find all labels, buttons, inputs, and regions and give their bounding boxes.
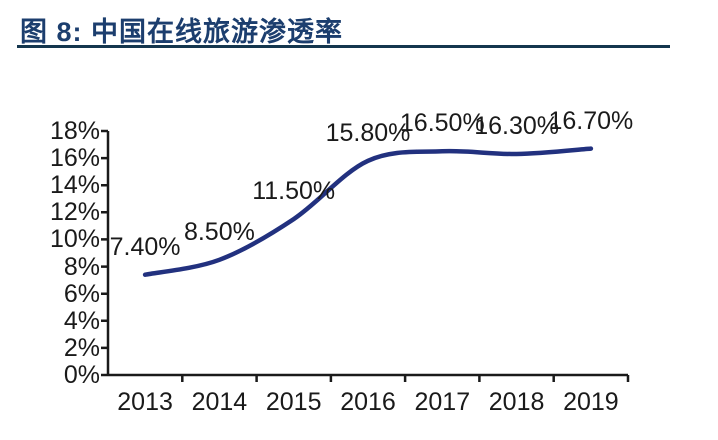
x-tick-label: 2017 — [414, 388, 471, 416]
axes-and-ticks — [101, 129, 630, 382]
data-point-label: 16.50% — [399, 109, 485, 138]
y-tick-label: 6% — [63, 279, 100, 308]
y-tick-label: 10% — [49, 225, 100, 254]
y-tick-label: 18% — [49, 117, 100, 145]
data-point-label: 16.30% — [474, 112, 559, 140]
x-tick-label: 2015 — [265, 388, 322, 416]
y-tick-label: 0% — [63, 361, 100, 389]
data-point-label: 8.50% — [183, 217, 255, 246]
y-tick-label: 2% — [63, 333, 100, 362]
x-tick-label: 2019 — [563, 388, 619, 416]
x-tick-label: 2016 — [340, 388, 396, 416]
y-tick-label: 14% — [49, 171, 100, 200]
title-underline — [17, 45, 670, 48]
y-tick-label: 16% — [49, 144, 100, 173]
x-tick-label: 2014 — [191, 388, 248, 416]
y-tick-label: 8% — [63, 252, 100, 281]
y-tick-label: 12% — [49, 198, 100, 227]
figure-title: 图 8: 中国在线旅游渗透率 — [20, 17, 344, 47]
data-point-label: 11.50% — [252, 177, 336, 206]
x-tick-label: 2013 — [117, 388, 173, 416]
data-point-label: 16.70% — [548, 106, 634, 135]
data-point-label: 7.40% — [109, 232, 181, 261]
data-point-label: 15.80% — [325, 118, 411, 147]
line-series — [142, 146, 594, 277]
y-tick-label: 4% — [63, 306, 100, 335]
x-tick-label: 2018 — [488, 388, 545, 416]
